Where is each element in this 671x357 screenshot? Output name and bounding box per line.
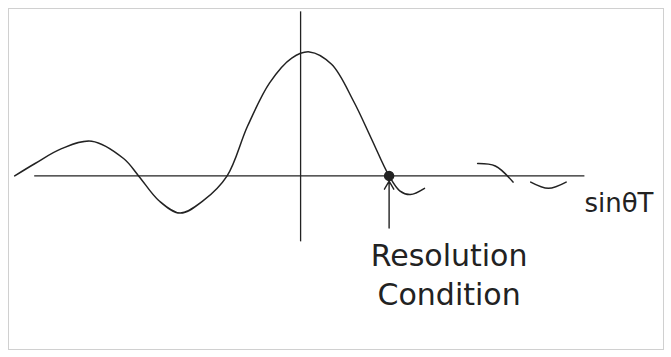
svg-text:sinθT: sinθT	[584, 188, 653, 218]
svg-text:ResolutionCondition: ResolutionCondition	[371, 238, 528, 312]
